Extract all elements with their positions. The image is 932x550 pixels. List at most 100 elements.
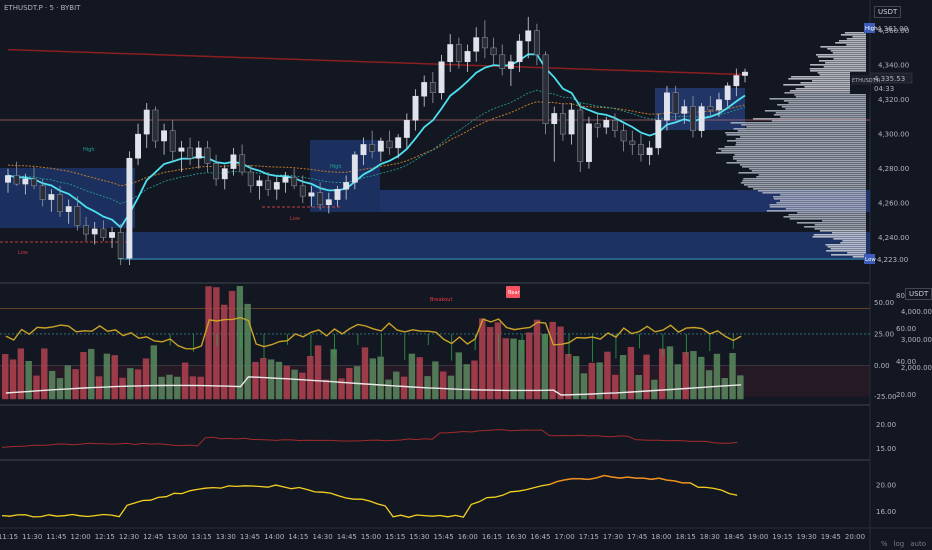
- oscillator-pane: Breakout Bear: [0, 286, 870, 400]
- volume-bar: [205, 286, 212, 400]
- candle: [161, 123, 168, 155]
- volume-bar: [142, 358, 150, 400]
- candle: [568, 103, 575, 145]
- volume-bar: [166, 374, 173, 400]
- price-tick-label: 4,300.00: [878, 131, 909, 139]
- volume-bar: [643, 354, 650, 400]
- candle: [100, 220, 107, 241]
- price-scale[interactable]: 4,360.00 4,340.00 4,320.00 4,300.00 4,280.00…: [878, 27, 909, 242]
- volume-profile-bar: [777, 104, 866, 106]
- volume-bar: [322, 379, 330, 400]
- candle-body: [438, 61, 445, 93]
- candle: [716, 92, 722, 117]
- candle-body: [698, 106, 705, 131]
- candle-body: [265, 180, 272, 190]
- candle: [291, 168, 298, 190]
- candle-body: [612, 120, 618, 131]
- volume-bar: [439, 371, 447, 400]
- pane4-tick: 16.00: [876, 508, 896, 516]
- low-marker: Low 4,223.00: [864, 254, 908, 264]
- volume-bar: [463, 364, 470, 400]
- volume-profile-bar: [749, 168, 866, 170]
- volume-profile-bar: [811, 80, 866, 82]
- pane4-scale[interactable]: 20.00 16.00: [876, 482, 896, 517]
- volume-profile-bar: [794, 94, 866, 96]
- time-tick-label: 18:15: [676, 533, 696, 541]
- volume-bar: [275, 361, 283, 400]
- osc-tick-far-right: 4,000.00: [901, 308, 932, 316]
- percent-toggle[interactable]: %: [880, 540, 888, 548]
- volume-profile-bar: [830, 50, 866, 52]
- volume-profile-bar: [769, 204, 866, 206]
- oscillator-scale[interactable]: 50.0025.000.00-25.0080.0060.0040.0020.00…: [874, 292, 932, 401]
- volume-profile-bar: [769, 98, 866, 100]
- low-value: 4,223.00: [877, 256, 908, 264]
- volume-bar: [385, 379, 392, 400]
- candle-body: [655, 120, 662, 149]
- candle: [724, 82, 731, 107]
- time-axis[interactable]: 11:15 11:30 11:45 12:00 12:15 12:30 12:45 13:00…: [0, 533, 865, 541]
- symbol-title[interactable]: ETHUSDT.P · 5 · BYBIT: [4, 4, 81, 12]
- candle-body: [455, 44, 462, 62]
- volume-profile-bar: [735, 144, 866, 146]
- volume-profile-bar: [809, 68, 866, 70]
- candle: [282, 172, 289, 193]
- volume-bar: [181, 362, 189, 400]
- pane4-tick: 20.00: [876, 482, 896, 490]
- candle: [109, 227, 115, 248]
- volume-bar: [705, 370, 713, 400]
- candle: [221, 165, 228, 190]
- volume-profile-bar: [756, 176, 866, 178]
- volume-bar: [158, 376, 165, 400]
- volume-profile-bar: [785, 108, 866, 110]
- volume-bar: [432, 361, 439, 400]
- volume-profile-bar: [716, 152, 866, 154]
- candle-body: [464, 51, 471, 62]
- candle: [594, 113, 601, 138]
- volume-profile-bar: [825, 244, 866, 246]
- candle-body: [117, 232, 124, 259]
- volume-bar: [72, 369, 79, 400]
- time-tick-label: 11:15: [0, 533, 18, 541]
- candle-body: [5, 175, 11, 183]
- candle: [91, 222, 98, 245]
- volume-bar: [134, 369, 142, 400]
- volume-profile-bar: [779, 200, 866, 202]
- volume-bar: [416, 357, 423, 400]
- candle-body: [473, 37, 480, 52]
- volume-bar: [220, 304, 228, 400]
- candle-body: [525, 30, 532, 42]
- volume-profile-bar: [788, 102, 866, 104]
- candle-body: [369, 144, 376, 152]
- volume-profile-bar: [833, 58, 866, 60]
- bear-annotation-box: [506, 286, 520, 298]
- time-tick-label: 14:00: [264, 533, 284, 541]
- volume-profile-bar: [804, 86, 866, 88]
- candle: [343, 175, 350, 200]
- volume-bar: [197, 376, 204, 400]
- volume-bar: [361, 347, 369, 400]
- volume-profile-bar: [743, 184, 866, 186]
- currency-unit[interactable]: USDT: [874, 6, 902, 18]
- osc-currency-unit[interactable]: USDT: [905, 288, 932, 300]
- candle: [733, 68, 740, 97]
- candle: [126, 151, 133, 266]
- candle-body: [533, 30, 540, 56]
- volume-bar: [189, 376, 197, 400]
- log-toggle[interactable]: log: [893, 540, 905, 548]
- volume-profile-bar: [846, 44, 866, 46]
- time-tick-label: 16:00: [458, 533, 478, 541]
- volume-bar: [260, 357, 267, 400]
- volume-profile-bar: [797, 212, 866, 214]
- auto-toggle[interactable]: auto: [910, 540, 926, 548]
- volume-profile-bar: [784, 92, 866, 94]
- candles: [5, 16, 748, 266]
- volume-profile-bar: [773, 196, 866, 198]
- volume-bar: [479, 318, 486, 400]
- candle: [325, 192, 332, 214]
- pane3-scale[interactable]: 20.00 15.00: [876, 421, 896, 453]
- candle: [577, 103, 584, 173]
- volume-profile-bar: [737, 130, 866, 132]
